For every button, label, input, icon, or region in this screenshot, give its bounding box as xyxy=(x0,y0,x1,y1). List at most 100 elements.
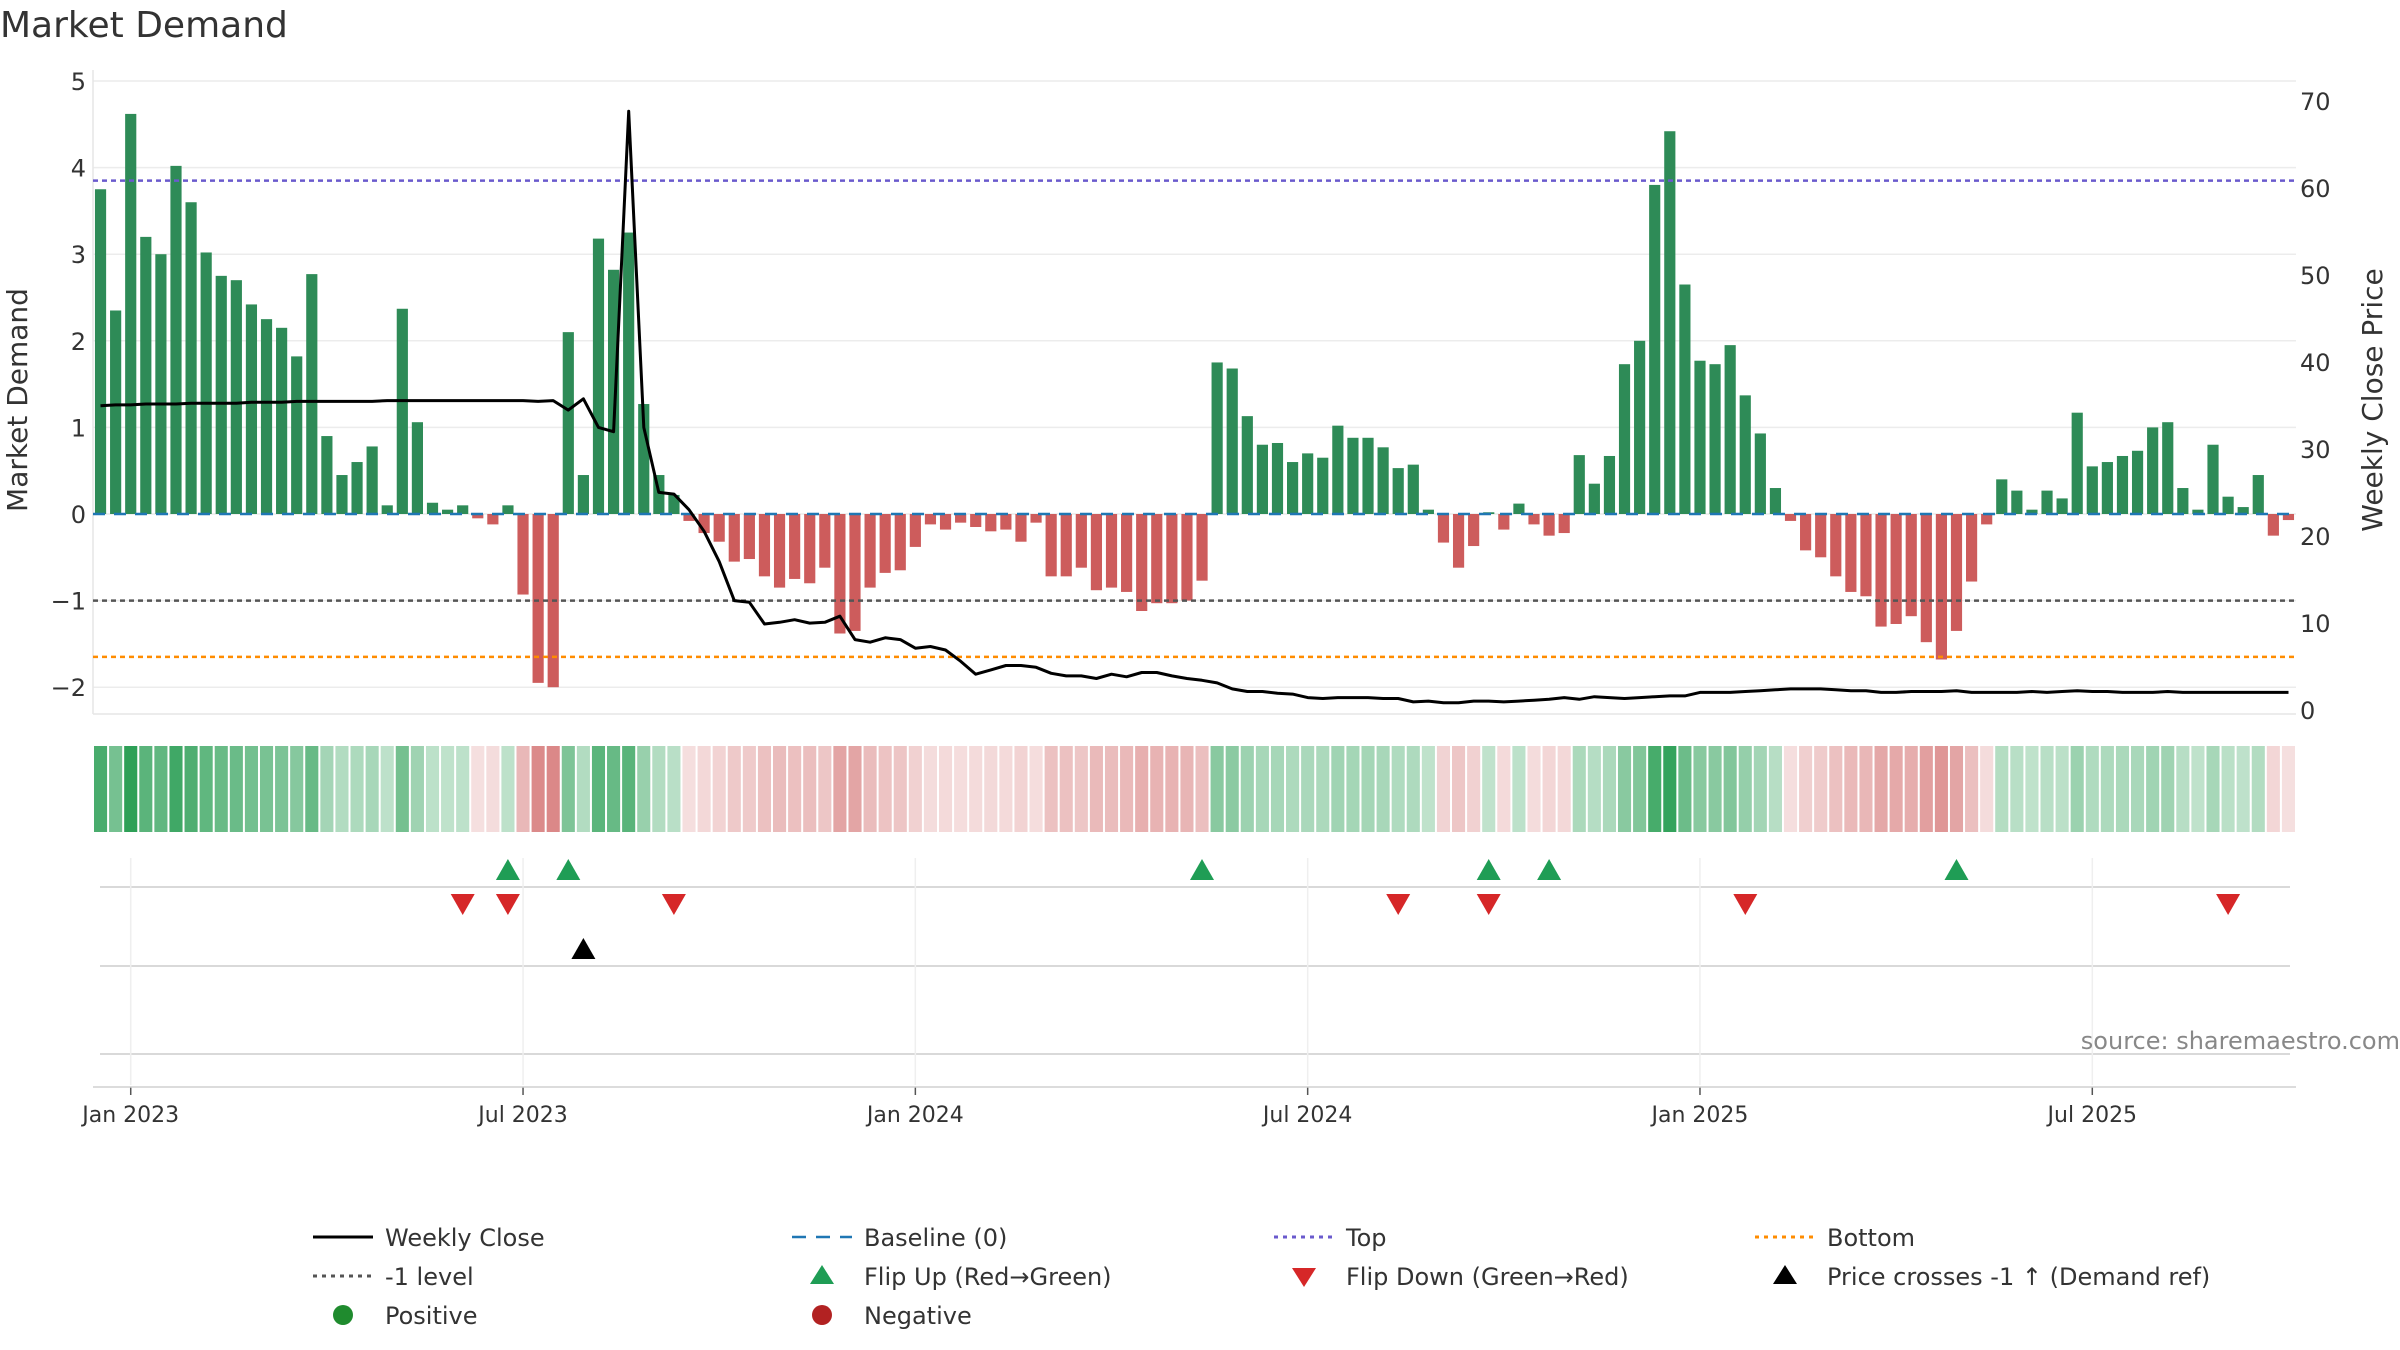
y-tick-label: 0 xyxy=(71,501,86,529)
heat-cell xyxy=(1602,746,1616,832)
demand-bar xyxy=(1105,514,1118,588)
demand-bar xyxy=(1452,514,1465,568)
heat-cell xyxy=(214,746,228,832)
demand-bar xyxy=(1845,514,1857,592)
demand-bar xyxy=(743,514,755,560)
heat-cell xyxy=(1376,746,1390,832)
flip-up-marker xyxy=(556,859,581,880)
demand-bar xyxy=(2041,490,2053,514)
heat-cell xyxy=(1120,746,1134,832)
demand-bar xyxy=(683,514,695,521)
heat-cell xyxy=(863,746,877,832)
demand-bar xyxy=(1271,442,1284,514)
heat-cell xyxy=(2281,746,2295,832)
legend-label-price_cross: Price crosses -1 ↑ (Demand ref) xyxy=(1827,1263,2210,1291)
flip-up-marker xyxy=(1476,859,1501,880)
x-tick-label: Jul 2023 xyxy=(476,1103,568,1128)
demand-bar xyxy=(1649,184,1661,515)
demand-bar xyxy=(1618,364,1631,514)
heat-cell xyxy=(1286,746,1300,832)
demand-bar xyxy=(1256,444,1268,514)
demand-bar xyxy=(773,514,786,588)
demand-bar xyxy=(1136,514,1148,611)
flip-down-marker xyxy=(495,894,520,915)
heat-cell xyxy=(1406,746,1420,832)
heat-cell xyxy=(1240,746,1254,832)
heat-cell xyxy=(1648,746,1662,832)
demand-bar xyxy=(592,238,605,515)
demand-bar xyxy=(789,514,801,579)
heat-cell xyxy=(954,746,968,832)
price-cross-marker xyxy=(571,938,596,959)
heat-cell xyxy=(727,746,741,832)
heat-cell xyxy=(259,746,274,832)
heat-cell xyxy=(169,746,183,832)
demand-bar xyxy=(1498,514,1510,530)
demand-bar xyxy=(260,319,273,514)
source-label: source: sharemaestro.com xyxy=(2081,1027,2400,1055)
x-tick-label: Jan 2023 xyxy=(80,1103,179,1128)
demand-bar xyxy=(1966,514,1978,582)
heat-cell xyxy=(1270,746,1285,832)
heat-cell xyxy=(1210,746,1224,832)
heat-cell xyxy=(697,746,711,832)
legend-symbol-positive xyxy=(333,1305,353,1325)
heat-cell xyxy=(2206,746,2220,832)
heat-cell xyxy=(471,746,485,832)
demand-bar xyxy=(2086,466,2098,514)
demand-bar xyxy=(2267,514,2279,536)
demand-bar xyxy=(1241,416,1253,514)
demand-bar xyxy=(1800,514,1812,551)
heat-cell xyxy=(848,746,862,832)
heat-cell xyxy=(1014,746,1028,832)
y-axis: 5 4 3 2 1 0 −1 −2 xyxy=(51,68,86,702)
heat-cell xyxy=(1436,746,1451,832)
demand-bar xyxy=(321,436,333,514)
x-axis: Jan 2023 Jul 2023 Jan 2024 Jul 2024 Jan 2025… xyxy=(80,858,2296,1128)
heat-cell xyxy=(1904,746,1918,832)
demand-bar xyxy=(2101,462,2113,514)
y-tick-label: −2 xyxy=(51,674,86,702)
demand-bar xyxy=(1573,455,1585,514)
heat-cell xyxy=(1346,746,1360,832)
heat-cell xyxy=(1874,746,1888,832)
demand-bar xyxy=(1950,514,1963,631)
demand-bar xyxy=(291,356,303,514)
flip-down-marker xyxy=(450,894,475,915)
chart-title: Market Demand xyxy=(0,5,288,46)
legend-label-weekly_close: Weekly Close xyxy=(385,1224,545,1252)
demand-bar xyxy=(1890,514,1902,624)
demand-bar xyxy=(1754,433,1766,514)
demand-bar xyxy=(487,514,499,525)
demand-bar xyxy=(864,514,876,588)
demand-bar xyxy=(1996,479,2008,514)
heat-cell xyxy=(1452,746,1466,832)
demand-bar xyxy=(668,494,680,514)
demand-bar xyxy=(1830,514,1842,577)
heat-cell xyxy=(652,746,666,832)
heat-cell xyxy=(290,746,304,832)
demand-bar xyxy=(713,514,725,542)
heat-cell xyxy=(365,746,379,832)
heat-cell xyxy=(969,746,983,832)
heat-cell xyxy=(757,746,772,832)
heat-cell xyxy=(576,746,590,832)
heat-cell xyxy=(818,746,832,832)
heat-cell xyxy=(1255,746,1269,832)
demand-bar xyxy=(457,505,469,514)
heat-cell xyxy=(1135,746,1149,832)
demand-bar xyxy=(1422,509,1434,514)
heat-cell xyxy=(1150,746,1164,832)
price-line-group xyxy=(100,109,2289,705)
heat-cell xyxy=(501,746,515,832)
demand-bar xyxy=(607,269,620,514)
demand-bar xyxy=(1935,514,1947,660)
legend-label-bottom: Bottom xyxy=(1827,1224,1915,1252)
demand-bar xyxy=(1211,362,1223,514)
heat-cell xyxy=(1527,746,1541,832)
heat-cell xyxy=(1542,746,1556,832)
heat-cell xyxy=(1180,746,1194,832)
heat-cell xyxy=(109,746,123,832)
heat-cell xyxy=(154,746,168,832)
demand-bar xyxy=(577,475,589,514)
